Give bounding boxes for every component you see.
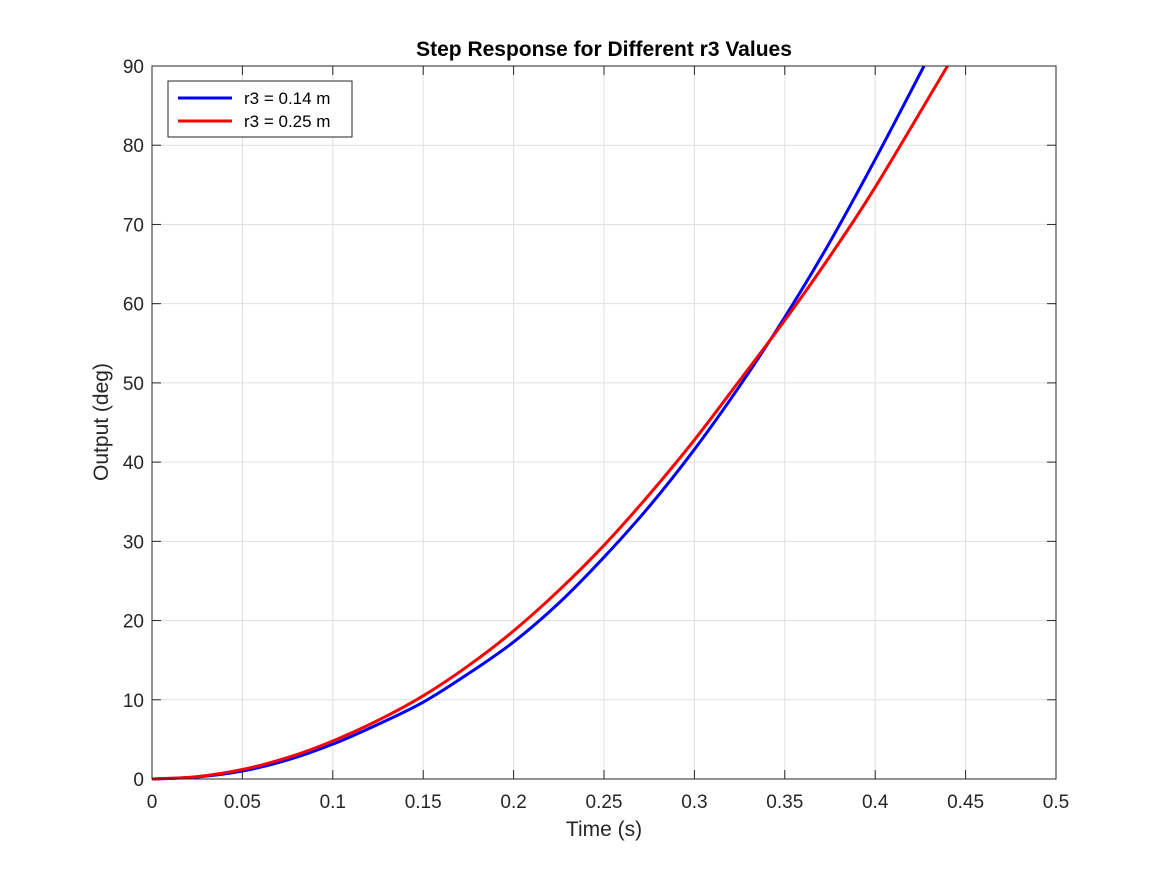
y-tick-label: 90 <box>123 57 144 78</box>
y-tick-label: 20 <box>123 612 144 633</box>
x-tick-label: 0.2 <box>500 792 526 813</box>
y-tick-label: 10 <box>123 691 144 712</box>
y-tick-label: 60 <box>123 295 144 316</box>
legend-label-series-2: r3 = 0.25 m <box>244 112 330 131</box>
series-line-2 <box>151 65 949 781</box>
x-tick-label: 0.3 <box>681 792 707 813</box>
y-tick-label: 50 <box>123 374 144 395</box>
y-axis-label: Output (deg) <box>90 363 113 481</box>
x-tick-label: 0.35 <box>766 792 803 813</box>
y-tick-label: 30 <box>123 532 144 553</box>
x-tick-label: 0.45 <box>947 792 984 813</box>
x-tick-label: 0.25 <box>586 792 623 813</box>
x-tick-label: 0.05 <box>224 792 261 813</box>
x-tick-label: 0.15 <box>405 792 442 813</box>
x-axis-label: Time (s) <box>566 818 642 841</box>
legend-label-series-1: r3 = 0.14 m <box>244 89 330 108</box>
legend-box <box>167 80 353 138</box>
series-layer <box>151 65 949 781</box>
x-tick-label: 0 <box>147 792 158 813</box>
y-tick-label: 0 <box>133 770 144 791</box>
chart-title: Step Response for Different r3 Values <box>416 38 792 61</box>
series-line-1 <box>151 65 926 781</box>
y-tick-label: 40 <box>123 453 144 474</box>
x-tick-label: 0.4 <box>862 792 889 813</box>
x-tick-label: 0.1 <box>320 792 346 813</box>
tick-labels: 0 0.05 0.1 0.15 0.2 0.25 0.3 0.35 0.4 0.45 0.5 0 10 2… <box>123 57 1069 813</box>
y-tick-label: 70 <box>123 215 144 236</box>
y-tick-label: 80 <box>123 136 144 157</box>
legend: r3 = 0.14 m r3 = 0.25 m <box>167 80 353 138</box>
x-tick-label: 0.5 <box>1043 792 1069 813</box>
